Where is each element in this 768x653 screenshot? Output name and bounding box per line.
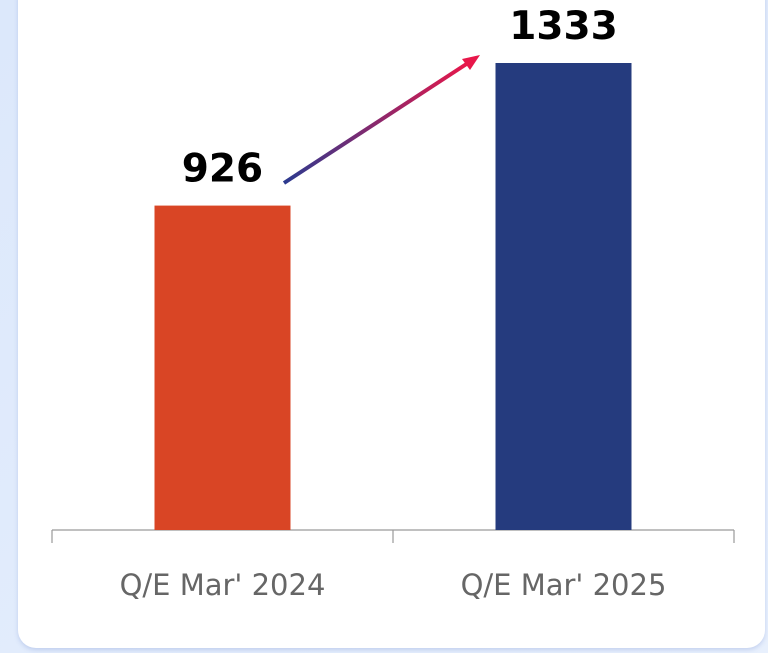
x-tick-label: Q/E Mar' 2025 [461,568,667,602]
card [18,0,765,648]
x-tick-label: Q/E Mar' 2024 [120,568,326,602]
bar [154,205,291,530]
arrow-head [462,55,480,70]
value-label: 1333 [509,4,618,49]
growth-arrow [282,61,470,185]
bar [495,63,632,530]
value-label: 926 [182,147,263,192]
